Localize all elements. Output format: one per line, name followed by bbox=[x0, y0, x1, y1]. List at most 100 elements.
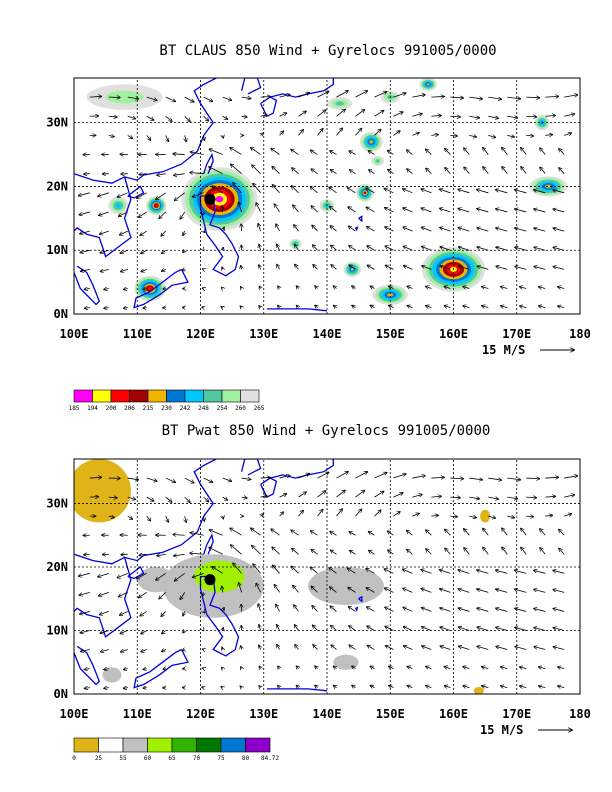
colorbar-swatch bbox=[110, 389, 130, 403]
wind-vector bbox=[120, 249, 128, 253]
wind-vector bbox=[355, 91, 367, 98]
wind-vector bbox=[100, 650, 109, 652]
y-ticks-pwat: 0N 10N 20N 30N bbox=[46, 496, 68, 701]
wind-vector bbox=[385, 626, 394, 631]
colorbar-swatch bbox=[129, 389, 149, 403]
vector-reference-claus: 15 M/S bbox=[482, 343, 574, 357]
wind-vector bbox=[80, 630, 90, 632]
wind-vector bbox=[374, 129, 380, 136]
wind-vector bbox=[450, 135, 457, 136]
x-tick-label: 180 bbox=[569, 327, 591, 341]
wind-vector bbox=[515, 190, 527, 194]
claus-contour bbox=[426, 83, 430, 86]
wind-vector bbox=[407, 306, 413, 308]
wind-vector bbox=[279, 131, 284, 136]
wind-vector bbox=[463, 287, 470, 289]
x-ticks-pwat: 100E 110E 120E 130E 140E 150E 160E 170E 180 bbox=[60, 707, 591, 721]
wind-vector bbox=[291, 149, 299, 155]
wind-vector bbox=[526, 516, 533, 517]
wind-vector bbox=[553, 628, 565, 631]
wind-vector bbox=[119, 592, 128, 596]
wind-vector bbox=[295, 245, 299, 251]
wind-vector bbox=[403, 189, 413, 194]
wind-vector bbox=[277, 645, 280, 650]
wind-vector bbox=[203, 96, 213, 101]
wind-vector bbox=[119, 211, 128, 216]
wind-vector bbox=[253, 183, 261, 194]
y-tick-label: 10N bbox=[46, 243, 68, 257]
wind-vector bbox=[374, 510, 380, 517]
wind-vector bbox=[469, 516, 476, 518]
wind-vector bbox=[121, 269, 128, 271]
wind-vector bbox=[315, 286, 318, 289]
wind-vector bbox=[241, 478, 251, 479]
claus-contour bbox=[387, 293, 394, 297]
wind-vector bbox=[431, 115, 441, 116]
wind-vector bbox=[515, 647, 527, 650]
wind-vector bbox=[385, 588, 394, 593]
wind-vector bbox=[259, 686, 261, 688]
wind-vector bbox=[440, 589, 451, 593]
pwat-contour bbox=[473, 687, 484, 694]
wind-vector bbox=[233, 563, 242, 574]
colorbar-swatch bbox=[147, 389, 167, 403]
coastline bbox=[124, 78, 217, 181]
wind-vector bbox=[459, 266, 470, 270]
wind-vector bbox=[298, 93, 310, 98]
wind-vector bbox=[120, 630, 128, 633]
wind-vector bbox=[366, 207, 375, 213]
wind-vector bbox=[104, 669, 109, 670]
pwat-contour bbox=[480, 509, 491, 523]
wind-vector bbox=[507, 97, 520, 99]
wind-vector bbox=[241, 497, 247, 498]
wind-vector bbox=[120, 230, 128, 235]
wind-vector bbox=[192, 192, 204, 197]
wind-vector bbox=[298, 130, 304, 136]
wind-vector bbox=[385, 646, 394, 650]
wind-vector bbox=[355, 110, 364, 117]
x-tick-label: 180 bbox=[569, 707, 591, 721]
wind-vector bbox=[507, 478, 520, 480]
wind-vector bbox=[458, 608, 470, 612]
colorbar-claus: 185 194 200 206 215 230 242 248 254 260 265 bbox=[69, 389, 265, 412]
coastline bbox=[266, 308, 328, 312]
wind-vectors-pwat bbox=[78, 472, 577, 689]
wind-vector bbox=[241, 266, 242, 270]
wind-vector bbox=[355, 509, 361, 517]
wind-vector bbox=[184, 496, 190, 502]
wind-vector bbox=[445, 149, 451, 155]
wind-vector bbox=[277, 264, 280, 270]
x-tick-label: 140E bbox=[313, 327, 342, 341]
wind-vector bbox=[349, 151, 356, 155]
wind-vector bbox=[202, 687, 204, 688]
wind-vector bbox=[521, 547, 527, 555]
wind-vector bbox=[222, 477, 232, 481]
wind-vector bbox=[404, 646, 413, 650]
wind-vector bbox=[404, 266, 413, 270]
wind-vector bbox=[159, 592, 166, 598]
wind-vector bbox=[313, 245, 318, 251]
wind-vector bbox=[440, 627, 451, 631]
wind-vector bbox=[496, 247, 508, 251]
wind-vector bbox=[180, 592, 186, 599]
wind-vector bbox=[463, 686, 470, 688]
wind-vector bbox=[347, 568, 356, 574]
vector-reference-pwat: 15 M/S bbox=[480, 723, 572, 737]
wind-vector bbox=[501, 306, 508, 308]
wind-vector bbox=[520, 686, 527, 688]
wind-vector bbox=[393, 512, 400, 517]
colorbar-swatch bbox=[73, 389, 93, 403]
wind-vector bbox=[209, 149, 223, 155]
colorbar-swatch bbox=[245, 737, 271, 753]
wind-vector bbox=[407, 531, 413, 536]
claus-contour bbox=[350, 268, 354, 271]
wind-vector bbox=[534, 628, 546, 631]
wind-vector bbox=[298, 510, 304, 517]
wind-vector bbox=[241, 667, 242, 669]
wind-vector bbox=[333, 286, 336, 288]
x-tick-label: 170E bbox=[502, 327, 531, 341]
claus-contour bbox=[369, 140, 374, 144]
wind-vector bbox=[331, 245, 337, 251]
coastline bbox=[199, 195, 240, 277]
wind-vector bbox=[564, 114, 574, 117]
